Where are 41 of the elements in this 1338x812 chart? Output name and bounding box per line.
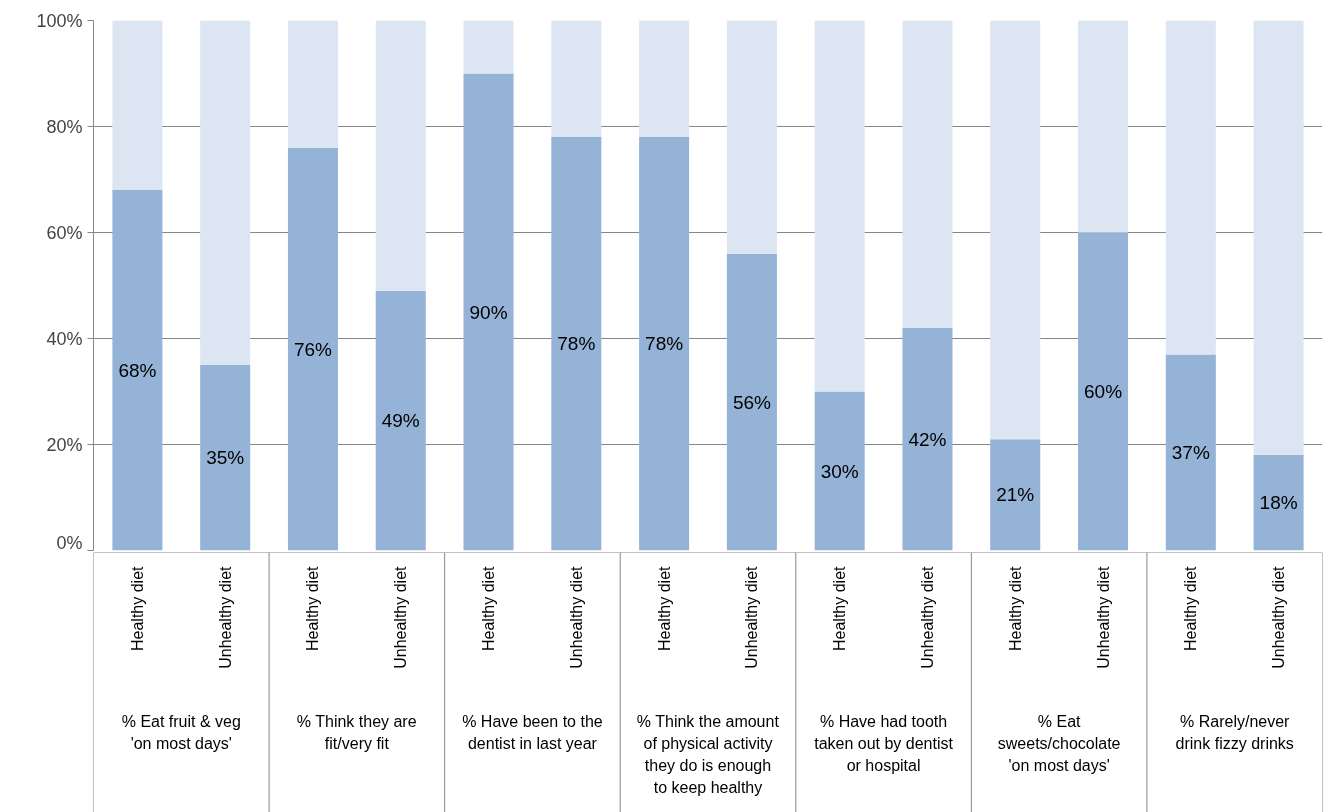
y-tick-label: 60% bbox=[46, 222, 83, 243]
data-label: 37% bbox=[1171, 441, 1210, 463]
x-tick-label: Unhealthy diet bbox=[1270, 565, 1288, 669]
x-tick-label: Healthy diet bbox=[655, 565, 673, 651]
text: % Think the amount of physical activity they do is enough to keep healthy bbox=[636, 712, 780, 796]
y-tick-label: 0% bbox=[56, 532, 83, 553]
text: % Eat sweets/chocolate 'on most days' bbox=[997, 712, 1121, 774]
data-label: 56% bbox=[732, 391, 772, 413]
text: % Have been to the dentist in last year bbox=[462, 712, 603, 752]
data-label: 90% bbox=[469, 301, 508, 323]
x-tick-label: Healthy diet bbox=[480, 565, 498, 651]
x-tick-label: Healthy diet bbox=[831, 565, 849, 651]
text: % Eat fruit & veg 'on most days' bbox=[121, 712, 241, 752]
data-label: 68% bbox=[118, 359, 157, 381]
x-tick-label: Unhealthy diet bbox=[1094, 565, 1112, 669]
data-label: 49% bbox=[381, 410, 420, 432]
data-label: 78% bbox=[557, 333, 596, 355]
text: % Have had tooth taken out by dentist or hospital bbox=[814, 712, 954, 774]
data-label: 21% bbox=[996, 484, 1035, 506]
data-label: 35% bbox=[206, 447, 245, 469]
y-tick-label: 100% bbox=[36, 10, 83, 31]
data-label: 42% bbox=[908, 428, 947, 450]
x-tick-label: Unhealthy diet bbox=[567, 565, 585, 669]
x-tick-label: Healthy diet bbox=[304, 565, 322, 651]
data-label: 76% bbox=[293, 338, 333, 360]
x-tick-label: Unhealthy diet bbox=[743, 565, 761, 669]
x-tick-label: Unhealthy diet bbox=[392, 565, 410, 669]
text: % Rarely/never drink fizzy drinks bbox=[1175, 712, 1294, 752]
x-tick-label: Healthy diet bbox=[128, 565, 146, 651]
y-tick-label: 20% bbox=[46, 434, 83, 455]
x-tick-label: Healthy diet bbox=[1006, 565, 1024, 651]
x-tick-label: Unhealthy diet bbox=[918, 565, 936, 669]
y-tick-label: 40% bbox=[46, 328, 83, 349]
y-tick-label: 80% bbox=[46, 116, 83, 137]
x-tick-label: Healthy diet bbox=[1182, 565, 1200, 651]
data-label: 60% bbox=[1084, 381, 1123, 402]
data-label: 78% bbox=[645, 333, 684, 355]
data-label: 30% bbox=[820, 460, 859, 482]
data-label: 18% bbox=[1259, 492, 1298, 514]
text: % Think they are fit/very fit bbox=[296, 712, 417, 752]
x-tick-label: Unhealthy diet bbox=[216, 565, 234, 669]
